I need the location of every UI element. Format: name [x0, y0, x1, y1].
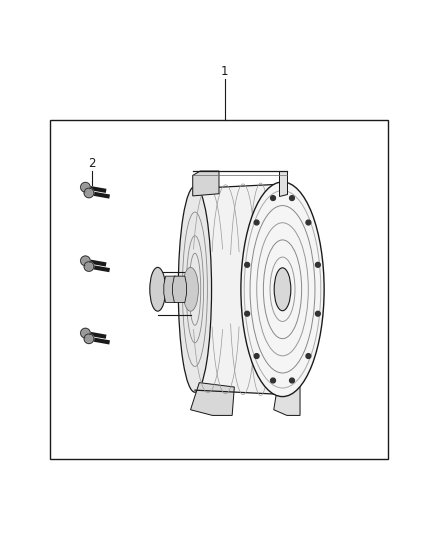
Ellipse shape [274, 268, 291, 311]
Circle shape [254, 353, 259, 359]
Ellipse shape [178, 187, 212, 392]
Circle shape [245, 311, 250, 316]
Circle shape [290, 378, 294, 383]
Circle shape [86, 190, 92, 196]
Circle shape [84, 334, 94, 344]
Polygon shape [195, 184, 283, 394]
Circle shape [271, 378, 276, 383]
Circle shape [81, 328, 90, 338]
Circle shape [82, 258, 88, 264]
Circle shape [315, 262, 320, 267]
Polygon shape [164, 276, 178, 302]
Ellipse shape [241, 182, 324, 397]
Circle shape [254, 220, 259, 225]
Polygon shape [274, 383, 300, 415]
Circle shape [315, 311, 320, 316]
Circle shape [86, 336, 92, 342]
Circle shape [306, 220, 311, 225]
Ellipse shape [150, 268, 166, 311]
Circle shape [245, 262, 250, 267]
Circle shape [290, 196, 294, 200]
Polygon shape [173, 276, 187, 302]
Circle shape [84, 188, 94, 198]
Text: 2: 2 [88, 157, 96, 170]
Circle shape [81, 256, 90, 265]
Polygon shape [193, 171, 219, 196]
Ellipse shape [183, 268, 198, 311]
Circle shape [82, 184, 88, 190]
Polygon shape [191, 383, 234, 415]
Circle shape [84, 262, 94, 271]
Circle shape [86, 263, 92, 270]
Circle shape [271, 196, 276, 200]
Circle shape [306, 353, 311, 359]
Circle shape [82, 330, 88, 336]
Polygon shape [279, 171, 287, 196]
Bar [50, 120, 388, 459]
Circle shape [81, 182, 90, 192]
Text: 1: 1 [221, 65, 229, 78]
